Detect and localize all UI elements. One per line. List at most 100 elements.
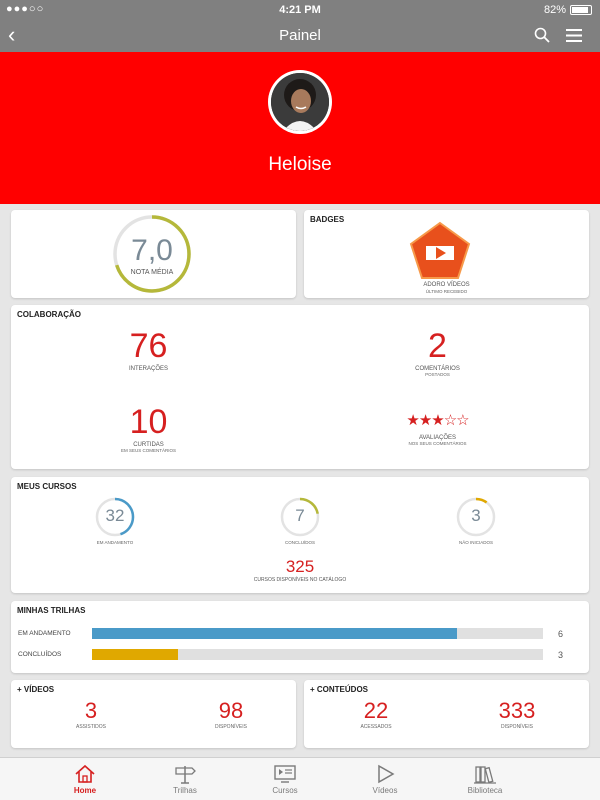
interacoes-value: 76	[129, 327, 168, 365]
user-name: Heloise	[268, 154, 332, 175]
bottom-tab-bar: Home Trilhas Cursos Vídeos Biblioteca	[0, 757, 600, 800]
videos-disponiveis-value: 98	[218, 698, 244, 723]
catalogo-label: CURSOS DISPONÍVEIS NO CATÁLOGO	[253, 577, 347, 583]
minhas-trilhas-card: MINHAS TRILHAS EM ANDAMENTO 6 CONCLUÍDOS…	[11, 601, 589, 673]
carrier-signal: ●●●○○	[6, 3, 45, 15]
nao-iniciados-label: NÃO INICIADOS	[458, 540, 493, 545]
star-empty-icon: ☆	[443, 412, 457, 429]
star-filled-icon: ★	[406, 412, 419, 429]
battery-icon	[570, 5, 592, 15]
curtidas-sub: EM SEUS COMENTÁRIOS	[120, 448, 176, 453]
conteudos-disponiveis-value: 333	[498, 698, 536, 723]
rating-stars: ★★★☆☆	[360, 413, 515, 429]
tab-trilhas[interactable]: Trilhas	[140, 758, 230, 800]
andamento-label: EM ANDAMENTO	[96, 540, 134, 545]
interacoes-stat: 76 INTERAÇÕES	[71, 327, 226, 372]
curtidas-label: CURTIDAS	[133, 442, 164, 448]
trilha-label: EM ANDAMENTO	[18, 630, 71, 637]
curtidas-value: 10	[129, 403, 168, 441]
catalogo-value: 325	[285, 557, 315, 576]
videos-card: + VÍDEOS 3 ASSISTIDOS 98 DISPONÍVEIS	[11, 680, 296, 748]
avaliacoes-sub: NOS SEUS COMENTÁRIOS	[408, 441, 467, 446]
avatar-photo	[271, 73, 329, 131]
play-icon	[378, 764, 395, 784]
star-empty-icon: ☆	[456, 412, 469, 429]
videos-disponiveis-label: DISPONÍVEIS	[215, 724, 247, 730]
status-time: 4:21 PM	[279, 4, 321, 16]
search-icon[interactable]	[534, 27, 550, 48]
meus-cursos-card: MEUS CURSOS 32 EM ANDAMENTO 7 CONCLUÍDOS	[11, 477, 589, 593]
trilha-value: 6	[558, 629, 564, 639]
profile-header: Heloise	[0, 52, 600, 204]
tab-biblioteca-label: Biblioteca	[467, 786, 503, 795]
nav-bar: ‹ Painel	[0, 20, 600, 52]
star-filled-icon: ★	[431, 412, 444, 429]
conteudos-disponiveis-label: DISPONÍVEIS	[501, 724, 533, 730]
back-chevron-icon[interactable]: ‹	[8, 22, 16, 47]
tab-videos-label: Vídeos	[372, 786, 398, 795]
page-title: Painel	[279, 27, 321, 44]
concluidos-label: CONCLUÍDOS	[284, 540, 315, 545]
trilha-value: 3	[558, 650, 564, 660]
home-icon	[75, 764, 95, 783]
comentarios-stat: 2 COMENTÁRIOS POSTADOS	[360, 327, 515, 377]
library-icon	[474, 766, 496, 784]
trilha-andamento-fill	[92, 628, 458, 639]
tab-home-label: Home	[73, 786, 97, 795]
hamburger-menu-icon[interactable]	[566, 29, 582, 47]
trilha-andamento-bar[interactable]	[92, 628, 543, 639]
colaboracao-card: COLABORAÇÃO 76 INTERAÇÕES 2 COMENTÁRIOS …	[11, 305, 589, 469]
andamento-value: 32	[105, 506, 125, 525]
videos-disponiveis[interactable]: 98 DISPONÍVEIS	[191, 698, 271, 730]
tab-cursos-label: Cursos	[272, 786, 298, 795]
battery-percent: 82%	[543, 4, 566, 16]
comentarios-value: 2	[428, 327, 447, 365]
assistidos-value: 3	[84, 698, 98, 723]
colaboracao-title: COLABORAÇÃO	[17, 310, 81, 319]
tab-home[interactable]: Home	[40, 758, 130, 800]
trilha-label: CONCLUÍDOS	[18, 651, 62, 658]
trilha-concluidos-bar[interactable]	[92, 649, 543, 660]
cursos-nao-iniciados[interactable]: 3 NÃO INICIADOS	[438, 497, 514, 545]
nota-media-value: 7,0	[131, 234, 173, 267]
tab-videos[interactable]: Vídeos	[340, 758, 430, 800]
meus-cursos-title: MEUS CURSOS	[17, 482, 77, 491]
signpost-icon	[175, 766, 196, 784]
interacoes-label: INTERAÇÕES	[128, 366, 168, 372]
acessados-label: ACESSADOS	[360, 724, 392, 730]
badges-card: BADGES ADORO VÍDEOS ÚLTIMO RECEBIDO	[304, 210, 589, 298]
trilha-concluidos-fill	[92, 649, 178, 660]
nao-iniciados-value: 3	[471, 506, 481, 525]
badge-name: ADORO VÍDEOS	[423, 282, 470, 288]
conteudos-title: + CONTEÚDOS	[310, 685, 369, 694]
assistidos-label: ASSISTIDOS	[75, 724, 106, 730]
cursos-concluidos[interactable]: 7 CONCLUÍDOS	[262, 497, 338, 545]
avaliacoes-label: AVALIAÇÕES	[418, 435, 457, 441]
conteudos-acessados[interactable]: 22 ACESSADOS	[336, 698, 416, 730]
videos-title: + VÍDEOS	[17, 685, 55, 694]
nota-media-label: NOTA MÉDIA	[130, 269, 174, 276]
status-bar: ●●●○○ 4:21 PM 82%	[0, 0, 600, 20]
curtidas-stat: 10 CURTIDAS EM SEUS COMENTÁRIOS	[71, 403, 226, 453]
comentarios-sub: POSTADOS	[425, 372, 450, 377]
badge-sub: ÚLTIMO RECEBIDO	[425, 289, 468, 294]
acessados-value: 22	[363, 698, 389, 723]
minhas-trilhas-title: MINHAS TRILHAS	[17, 606, 86, 615]
concluidos-value: 7	[295, 506, 305, 525]
conteudos-disponiveis[interactable]: 333 DISPONÍVEIS	[477, 698, 557, 730]
cursos-andamento[interactable]: 32 EM ANDAMENTO	[77, 497, 153, 545]
tab-cursos[interactable]: Cursos	[240, 758, 330, 800]
avaliacoes-stat: ★★★☆☆ AVALIAÇÕES NOS SEUS COMENTÁRIOS	[360, 413, 515, 447]
tab-trilhas-label: Trilhas	[173, 786, 197, 795]
tab-biblioteca[interactable]: Biblioteca	[440, 758, 530, 800]
nota-media-card: 7,0 NOTA MÉDIA	[11, 210, 296, 298]
comentarios-label: COMENTÁRIOS	[415, 366, 460, 372]
course-icon	[274, 765, 296, 783]
catalogo-stat[interactable]: 325 CURSOS DISPONÍVEIS NO CATÁLOGO	[200, 557, 400, 583]
star-filled-icon: ★	[418, 412, 432, 429]
conteudos-card: + CONTEÚDOS 22 ACESSADOS 333 DISPONÍVEIS	[304, 680, 589, 748]
badge-video-icon[interactable]	[409, 221, 471, 281]
badges-title: BADGES	[310, 215, 345, 224]
videos-assistidos[interactable]: 3 ASSISTIDOS	[51, 698, 131, 730]
avatar[interactable]	[268, 70, 332, 134]
